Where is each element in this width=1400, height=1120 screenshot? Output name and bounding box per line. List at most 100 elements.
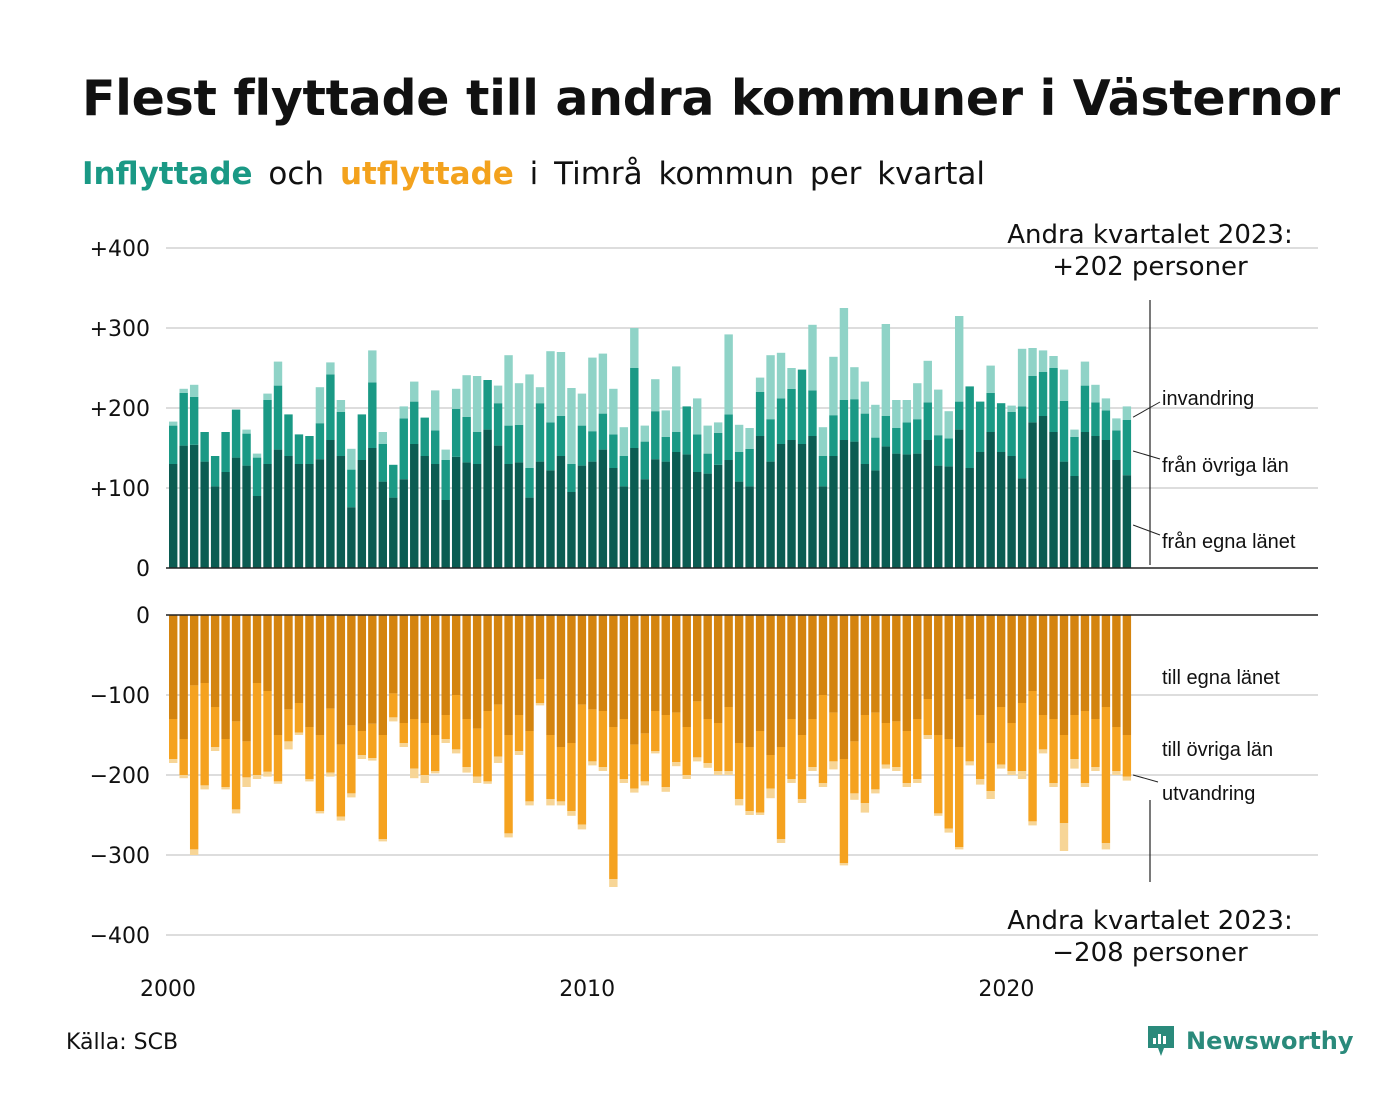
bar-in-egna [808,436,817,568]
bar-out-utvandring [766,788,775,799]
bar-in-egna [189,444,199,568]
bar-out-ovriga [682,727,691,775]
bar-in-invandring [640,425,649,442]
bar-out-utvandring [399,743,408,747]
bar-in-egna [724,460,733,568]
bar-out-utvandring [169,759,178,763]
bar-out-egna [1059,615,1069,735]
bar-out-ovriga [703,719,712,763]
bar-in-egna [818,486,828,568]
bar-out-utvandring [1080,783,1090,787]
bar-out-utvandring [483,781,492,784]
bar-in-egna [1080,432,1090,568]
bar-out-ovriga [944,739,953,829]
annotation-bottom-line2: −208 personer [1052,938,1248,968]
bar-out-utvandring [378,839,387,842]
bar-out-utvandring [965,761,974,766]
bar-in-ovriga [493,403,503,446]
bar-out-ovriga [347,725,356,794]
bar-in-ovriga [242,433,251,466]
bar-out-utvandring [776,839,786,843]
newsworthy-logo-icon [1148,1026,1174,1056]
bar-out-utvandring [472,776,482,783]
bar-out-utvandring [410,768,419,779]
bar-in-ovriga [252,457,262,496]
bar-in-ovriga [221,432,230,472]
bar-out-ovriga [493,704,503,757]
bar-out-egna [996,615,1006,707]
bar-in-invandring [179,388,188,393]
bar-out-egna [493,615,503,705]
bar-in-ovriga [1101,410,1111,440]
bar-out-ovriga [734,743,744,799]
bar-in-egna [1070,476,1079,568]
bar-out-ovriga [389,693,398,718]
bar-in-invandring [1112,418,1121,431]
bar-out-egna [294,615,304,703]
bar-out-egna [189,615,199,686]
bar-in-ovriga [630,368,639,448]
bar-out-utvandring [934,813,943,816]
bar-in-egna [221,472,230,568]
bar-in-ovriga [703,453,712,474]
bar-in-ovriga [588,431,597,462]
bar-in-ovriga [315,423,325,460]
bar-out-ovriga [1122,735,1132,777]
bar-out-ovriga [640,733,649,782]
bar-in-ovriga [881,416,891,447]
bar-out-ovriga [525,731,534,802]
bar-out-utvandring [724,771,733,775]
bar-in-ovriga [829,415,838,456]
bar-out-egna [724,615,733,707]
bar-out-utvandring [451,749,461,754]
bar-in-ovriga [189,396,199,445]
bar-in-ovriga [975,401,985,452]
bar-in-ovriga [567,464,576,492]
bar-out-utvandring [252,775,262,779]
bar-out-utvandring [431,771,440,774]
bar-in-invandring [609,388,618,435]
bar-out-egna [640,615,649,734]
bar-out-ovriga [472,728,482,777]
bar-out-egna [315,615,325,735]
bar-in-egna [525,497,534,568]
bar-out-ovriga [713,723,723,771]
bar-out-ovriga [724,707,733,771]
bar-in-egna [472,464,482,568]
newsworthy-logo-text: Newsworthy [1186,1027,1354,1055]
bar-in-invandring [169,421,178,426]
bar-in-egna [368,448,377,568]
bar-out-egna [273,615,283,735]
bar-out-utvandring [860,803,870,813]
bar-in-egna [1038,416,1048,568]
bar-in-egna [210,486,220,568]
bar-out-egna [1049,615,1058,719]
bar-out-ovriga [410,719,419,769]
bar-out-ovriga [368,723,377,759]
bar-in-ovriga [1122,420,1132,476]
bar-in-egna [504,464,513,568]
bar-out-egna [200,615,209,683]
bar-in-egna [231,457,241,568]
bar-out-egna [850,615,859,742]
bar-out-utvandring [504,833,513,838]
bar-out-utvandring [839,863,849,866]
bar-out-ovriga [996,707,1006,765]
bar-out-egna [955,615,964,747]
bar-in-invandring [693,398,702,435]
bar-in-egna [588,461,597,568]
bar-out-ovriga [242,741,251,778]
bar-out-egna [766,615,775,755]
bar-out-ovriga [221,739,230,787]
bar-out-ovriga [651,711,660,751]
bar-in-egna [850,441,859,568]
bar-in-invandring [514,383,524,425]
bar-out-utvandring [556,801,566,806]
bar-out-utvandring [231,809,241,814]
bar-in-ovriga [556,416,566,456]
bar-out-utvandring [829,761,838,770]
bar-out-utvandring [630,788,639,793]
bar-out-egna [651,615,660,711]
bar-in-egna [514,462,524,568]
bar-out-ovriga [1038,715,1048,750]
